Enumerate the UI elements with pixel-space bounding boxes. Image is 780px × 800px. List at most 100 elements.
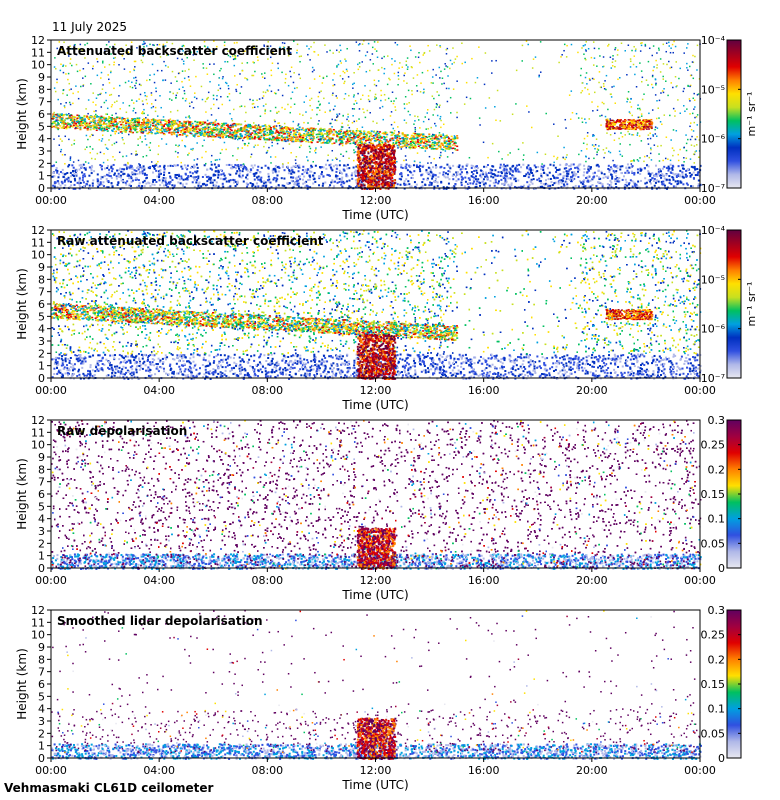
x-tick-label: 16:00 — [468, 764, 500, 777]
y-tick-label: 8 — [38, 653, 45, 666]
y-tick-label: 2 — [38, 727, 45, 740]
y-tick-label: 7 — [38, 666, 45, 679]
x-tick-label: 20:00 — [576, 384, 608, 397]
colorbar-tick-label: 10⁻⁴ — [701, 34, 726, 47]
y-tick-label: 1 — [38, 170, 45, 183]
y-tick-label: 12 — [31, 604, 45, 617]
heatmap-cells — [51, 40, 702, 190]
y-tick-label: 2 — [38, 347, 45, 360]
y-tick-label: 10 — [31, 59, 45, 72]
y-tick-label: 5 — [38, 500, 45, 513]
y-tick-label: 5 — [38, 690, 45, 703]
x-tick-label: 00:00 — [684, 574, 716, 587]
x-tick-label: 00:00 — [35, 194, 67, 207]
y-tick-label: 11 — [31, 426, 45, 439]
colorbar-tick-label: 0.05 — [701, 537, 726, 550]
colorbar-unit-label: m⁻¹ sr⁻¹ — [745, 282, 758, 327]
y-tick-label: 11 — [31, 616, 45, 629]
y-axis-label: Height (km) — [15, 78, 29, 149]
y-tick-label: 6 — [38, 298, 45, 311]
heatmap-cells — [51, 230, 702, 380]
colorbar — [726, 39, 742, 189]
colorbar-tick-label: 0 — [718, 752, 725, 765]
y-tick-label: 1 — [38, 360, 45, 373]
y-tick-label: 3 — [38, 525, 45, 538]
x-tick-label: 08:00 — [251, 384, 283, 397]
colorbar-tick-label: 10⁻⁴ — [701, 224, 726, 237]
y-tick-label: 5 — [38, 120, 45, 133]
y-tick-label: 5 — [38, 310, 45, 323]
y-tick-label: 11 — [31, 46, 45, 59]
plot-background — [51, 40, 700, 188]
x-axis-label: Time (UTC) — [341, 588, 408, 602]
y-tick-label: 7 — [38, 286, 45, 299]
y-tick-label: 6 — [38, 108, 45, 121]
panel-title: Raw attenuated backscatter coefficient — [57, 234, 324, 248]
y-tick-label: 4 — [38, 703, 45, 716]
x-tick-label: 08:00 — [251, 764, 283, 777]
colorbar-tick-label: 0.2 — [708, 463, 726, 476]
y-tick-label: 4 — [38, 513, 45, 526]
y-tick-label: 10 — [31, 439, 45, 452]
x-axis-label: Time (UTC) — [341, 398, 408, 412]
colorbar-tick-label: 10⁻⁵ — [701, 83, 725, 96]
colorbar-tick-label: 0.2 — [708, 653, 726, 666]
x-tick-label: 04:00 — [143, 574, 175, 587]
colorbar-tick-label: 0.15 — [701, 488, 726, 501]
y-tick-label: 0 — [38, 372, 45, 385]
y-tick-label: 11 — [31, 236, 45, 249]
colorbar-tick-label: 0.1 — [708, 703, 726, 716]
x-axis-label: Time (UTC) — [341, 778, 408, 792]
y-tick-label: 12 — [31, 414, 45, 427]
y-tick-label: 3 — [38, 145, 45, 158]
y-tick-label: 9 — [38, 451, 45, 464]
y-tick-label: 3 — [38, 715, 45, 728]
y-tick-label: 6 — [38, 678, 45, 691]
colorbar-tick-label: 10⁻⁷ — [701, 372, 725, 385]
y-tick-label: 9 — [38, 261, 45, 274]
colorbar-tick-label: 0.05 — [701, 727, 726, 740]
colorbar-tick-label: 10⁻⁶ — [701, 133, 726, 146]
y-tick-label: 9 — [38, 71, 45, 84]
colorbar-tick-label: 10⁻⁶ — [701, 323, 726, 336]
y-axis-label: Height (km) — [15, 648, 29, 719]
x-tick-label: 04:00 — [143, 384, 175, 397]
colorbar-tick-label: 0.3 — [708, 604, 726, 617]
x-tick-label: 16:00 — [468, 194, 500, 207]
x-axis-label: Time (UTC) — [341, 208, 408, 222]
page-date: 11 July 2025 — [52, 20, 127, 34]
y-tick-label: 1 — [38, 740, 45, 753]
y-tick-label: 8 — [38, 463, 45, 476]
y-axis-label: Height (km) — [15, 268, 29, 339]
x-tick-label: 16:00 — [468, 574, 500, 587]
x-tick-label: 00:00 — [684, 764, 716, 777]
x-tick-label: 04:00 — [143, 194, 175, 207]
colorbar-tick-label: 0.25 — [701, 629, 726, 642]
y-axis-label: Height (km) — [15, 458, 29, 529]
heatmap-cells — [51, 420, 702, 570]
y-tick-label: 8 — [38, 83, 45, 96]
y-tick-label: 0 — [38, 752, 45, 765]
colorbar-tick-label: 0.3 — [708, 414, 726, 427]
y-tick-label: 2 — [38, 157, 45, 170]
x-tick-label: 12:00 — [360, 194, 392, 207]
y-tick-label: 9 — [38, 641, 45, 654]
colorbar-tick-label: 0.1 — [708, 513, 726, 526]
x-tick-label: 12:00 — [360, 574, 392, 587]
x-tick-label: 08:00 — [251, 194, 283, 207]
y-tick-label: 10 — [31, 629, 45, 642]
x-tick-label: 08:00 — [251, 574, 283, 587]
x-tick-label: 00:00 — [684, 384, 716, 397]
x-tick-label: 20:00 — [576, 194, 608, 207]
instrument-footer: Vehmasmaki CL61D ceilometer — [4, 781, 213, 795]
y-tick-label: 6 — [38, 488, 45, 501]
panel-title: Raw depolarisation — [57, 424, 187, 438]
y-tick-label: 4 — [38, 133, 45, 146]
y-tick-label: 12 — [31, 34, 45, 47]
x-tick-label: 04:00 — [143, 764, 175, 777]
